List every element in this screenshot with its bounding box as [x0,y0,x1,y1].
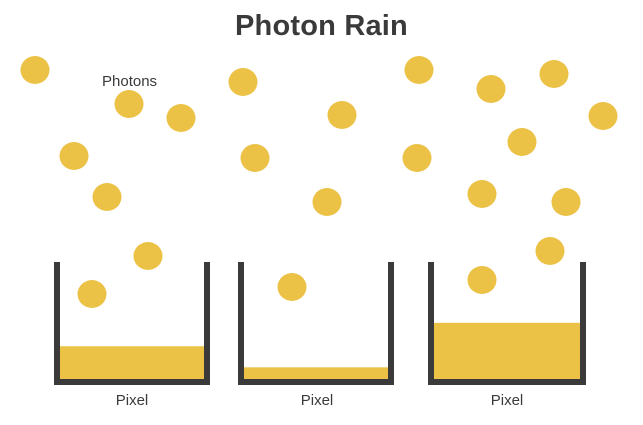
pixel-label-3: Pixel [490,392,524,409]
pixel-bucket-1 [54,262,210,385]
photon-dot [133,242,163,270]
photon-dot [535,237,565,265]
pixel-bucket-wall [54,262,210,385]
photon-dot [228,68,258,96]
photon-dot [476,75,506,103]
photon-dot [467,180,497,208]
photon-dot [551,188,581,216]
photon-dot [77,280,107,308]
pixel-bucket-wall [238,262,394,385]
pixel-fill-level [434,322,580,379]
photon-dot [327,101,357,129]
photon-dot [59,142,89,170]
photons-label: Photons [102,73,158,90]
photon-dot [312,188,342,216]
pixel-bucket-2 [238,262,394,385]
photon-dot [92,183,122,211]
pixel-label-2: Pixel [300,392,334,409]
pixel-bucket-wall [428,262,586,385]
pixel-fill-level [244,367,388,379]
photon-dot [402,144,432,172]
pixel-buckets-group [54,262,586,385]
photon-dot [539,60,569,88]
photon-dot [114,90,144,118]
photon-dot [166,104,196,132]
pixel-label-1: Pixel [115,392,149,409]
pixel-fill-level [60,346,204,379]
diagram-title: Photon Rain [235,10,408,42]
photon-dot [404,56,434,84]
photon-dot [277,273,307,301]
photon-dot [240,144,270,172]
pixel-bucket-3 [428,262,586,385]
photon-dot [20,56,50,84]
photon-dot [467,266,497,294]
photon-dot [507,128,537,156]
photon-dot [588,102,618,130]
photons-group [20,56,618,308]
